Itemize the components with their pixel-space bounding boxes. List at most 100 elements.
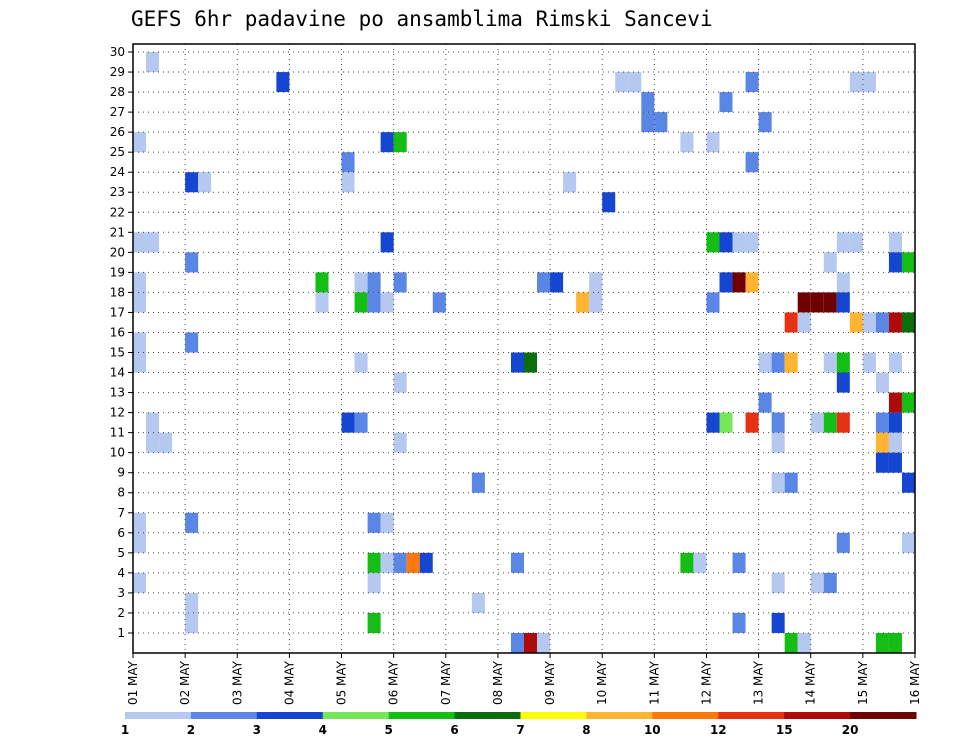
heatmap-cell-84: [836, 372, 850, 393]
heatmap-cell-28: [719, 232, 733, 253]
heatmap-cell-55: [432, 292, 446, 313]
heatmap-cell-67: [875, 312, 889, 333]
colorbar-segment-1: [190, 712, 258, 719]
colorbar-segment-7: [586, 712, 653, 719]
heatmap-cell-31: [836, 232, 850, 253]
x-tick-label-12: 13 MAY: [752, 660, 766, 705]
heatmap-cell-120: [367, 552, 381, 573]
heatmap-cell-56: [576, 292, 590, 313]
colorbar-segment-6: [520, 712, 587, 719]
heatmap-cell-50: [133, 292, 147, 313]
heatmap-cell-52: [354, 292, 368, 313]
heatmap-cell-125: [510, 552, 524, 573]
heatmap-cell-139: [771, 612, 785, 633]
heatmap-cell-13: [380, 132, 394, 153]
colorbar-label-5: 5: [385, 723, 393, 737]
heatmap-cell-68: [888, 312, 902, 333]
colorbar-label-7: 7: [516, 723, 524, 737]
heatmap-cell-12: [133, 132, 147, 153]
colorbar-segment-3: [322, 712, 390, 719]
heatmap-cell-116: [380, 512, 394, 533]
grid-lines: [133, 44, 916, 653]
colorbar-label-8: 8: [582, 723, 590, 737]
heatmap-cell-89: [146, 412, 160, 433]
x-tick-label-14: 15 MAY: [856, 660, 870, 705]
heatmap-cell-16: [706, 132, 720, 153]
colorbar-label-10: 10: [644, 723, 661, 737]
heatmap-cell-101: [146, 432, 160, 453]
heatmap-cell-80: [836, 352, 850, 373]
y-tick-label-21: 21: [110, 225, 125, 239]
x-tick-label-0: 01 MAY: [126, 660, 140, 705]
heatmap-cell-2: [849, 72, 863, 93]
heatmap-cell-129: [133, 572, 147, 593]
x-tick-label-1: 02 MAY: [178, 660, 192, 705]
heatmap-cell-46: [719, 272, 733, 293]
heatmap-cell-108: [888, 452, 902, 473]
colorbar-label-1: 1: [121, 723, 129, 737]
colorbar-label-3: 3: [253, 723, 261, 737]
heatmap-cell-77: [771, 352, 785, 373]
y-tick-label-8: 8: [117, 486, 125, 500]
y-tick-label-3: 3: [117, 586, 125, 600]
heatmap-cell-124: [419, 552, 433, 573]
heatmap-cell-145: [875, 632, 889, 653]
heatmap-cell-47: [732, 272, 746, 293]
colorbar-segment-5: [454, 712, 521, 719]
heatmap-cell-21: [341, 172, 355, 193]
heatmap-cell-79: [823, 352, 837, 373]
heatmap-cell-100: [888, 412, 902, 433]
heatmap-cell-9: [719, 92, 733, 113]
y-tick-label-15: 15: [110, 346, 125, 360]
y-tick-label-14: 14: [110, 366, 125, 380]
heatmap-cell-94: [745, 412, 759, 433]
heatmap-cell-110: [771, 472, 785, 493]
heatmap-cell-38: [133, 272, 147, 293]
heatmap-cell-114: [185, 512, 199, 533]
colorbar-segment-0: [125, 712, 192, 719]
x-tick-label-5: 06 MAY: [387, 660, 401, 705]
y-tick-label-22: 22: [110, 205, 125, 219]
x-tick-label-15: 16 MAY: [908, 660, 922, 705]
heatmap-cell-107: [875, 452, 889, 473]
heatmap-cell-20: [198, 172, 212, 193]
y-tick-label-5: 5: [117, 546, 125, 560]
colorbar-segment-4: [388, 712, 456, 719]
y-tick-label-18: 18: [110, 285, 125, 299]
x-tick-label-9: 10 MAY: [595, 660, 609, 705]
heatmap-cell-62: [836, 292, 850, 313]
heatmap-cell-42: [393, 272, 407, 293]
heatmap-cell-76: [758, 352, 772, 373]
heatmap-cell-54: [380, 292, 394, 313]
heatmap-cell-117: [133, 532, 147, 553]
colorbar-label-12: 12: [710, 723, 727, 737]
colorbar-legend: 1 2 3 4 5 6 7 8 10 12 15 20: [121, 712, 917, 737]
heatmap-cell-39: [315, 272, 329, 293]
heatmap-cell-128: [732, 552, 746, 573]
heatmap-cell-8: [641, 112, 655, 133]
x-tick-label-11: 12 MAY: [700, 660, 714, 705]
heatmap-cell-72: [133, 352, 147, 373]
heatmap-cell-113: [133, 512, 147, 533]
heatmap-cell-11: [758, 112, 772, 133]
heatmap-cell-37: [901, 252, 915, 273]
heatmap-cell-57: [589, 292, 603, 313]
heatmap-cell-59: [797, 292, 811, 313]
heatmap-cell-99: [875, 412, 889, 433]
heatmap-cell-36: [888, 252, 902, 273]
x-axis: 01 MAY 02 MAY 03 MAY 04 MAY 05 MAY 06 MAY 07 M…: [126, 653, 922, 705]
colorbar-segment-11: [850, 712, 917, 719]
heatmap-cell-86: [758, 392, 772, 413]
heatmap-cell-81: [862, 352, 876, 373]
heatmap-cell-17: [341, 152, 355, 173]
colorbar-label-20: 20: [842, 723, 859, 737]
y-tick-label-1: 1: [117, 626, 125, 640]
heatmap-cell-106: [888, 432, 902, 453]
heatmap-cell-75: [524, 352, 538, 373]
heatmap-cell-137: [367, 612, 381, 633]
heatmap-cell-136: [185, 612, 199, 633]
y-tick-label-26: 26: [110, 125, 125, 139]
heatmap-cell-3: [862, 72, 876, 93]
y-tick-label-7: 7: [117, 506, 125, 520]
